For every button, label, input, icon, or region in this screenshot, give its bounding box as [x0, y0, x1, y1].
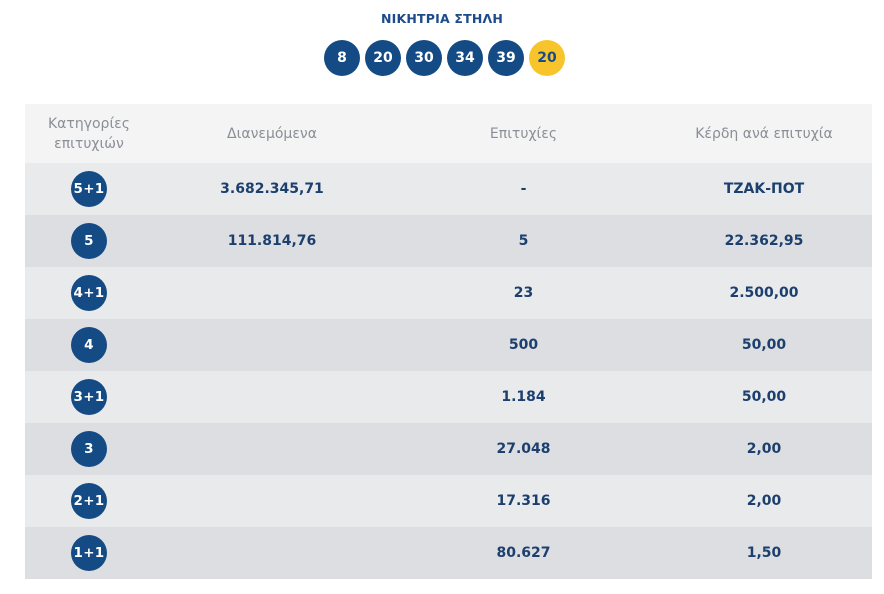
table-row: 4+1 23 2.500,00 — [25, 267, 872, 319]
table-row: 3+1 1.184 50,00 — [25, 371, 872, 423]
number-ball: 34 — [447, 40, 483, 76]
table-row: 3 27.048 2,00 — [25, 423, 872, 475]
table-row: 5 111.814,76 5 22.362,95 — [25, 215, 872, 267]
prize-cell: 50,00 — [741, 389, 787, 405]
table-header: Κατηγορίες επιτυχιών Διανεμόμενα Επιτυχί… — [25, 104, 872, 163]
category-badge: 5+1 — [71, 171, 107, 207]
prize-cell: 2,00 — [746, 441, 782, 457]
header-winners: Επιτυχίες — [489, 125, 558, 142]
winners-cell: 80.627 — [496, 545, 551, 561]
distributed-cell: 3.682.345,71 — [220, 181, 324, 197]
number-ball: 30 — [406, 40, 442, 76]
number-ball: 20 — [365, 40, 401, 76]
table-row: 2+1 17.316 2,00 — [25, 475, 872, 527]
category-badge: 2+1 — [71, 483, 107, 519]
header-category-line2: επιτυχιών — [54, 135, 124, 152]
prize-cell: 1,50 — [746, 545, 782, 561]
prize-cell: 2,00 — [746, 493, 782, 509]
table-row: 4 500 50,00 — [25, 319, 872, 371]
winners-cell: 1.184 — [501, 389, 546, 405]
winners-cell: - — [520, 181, 527, 197]
prize-table: Κατηγορίες επιτυχιών Διανεμόμενα Επιτυχί… — [25, 104, 872, 579]
number-ball: 8 — [324, 40, 360, 76]
joker-ball: 20 — [529, 40, 565, 76]
category-badge: 3 — [71, 431, 107, 467]
number-ball: 39 — [488, 40, 524, 76]
winners-cell: 5 — [518, 233, 529, 249]
category-badge: 4 — [71, 327, 107, 363]
winners-cell: 17.316 — [496, 493, 551, 509]
winning-column-title: ΝΙΚΗΤΡΙΑ ΣΤΗΛΗ — [380, 11, 504, 26]
category-badge: 3+1 — [71, 379, 107, 415]
header-distributed: Διανεμόμενα — [227, 125, 317, 142]
winners-cell: 27.048 — [496, 441, 551, 457]
prize-cell: 50,00 — [741, 337, 787, 353]
header-category: Κατηγορίες επιτυχιών — [25, 114, 153, 154]
distributed-cell: 111.814,76 — [227, 233, 317, 249]
category-badge: 1+1 — [71, 535, 107, 571]
table-row: 5+1 3.682.345,71 - ΤΖΑΚ-ΠΟΤ — [25, 163, 872, 215]
prize-cell: 22.362,95 — [724, 233, 804, 249]
winners-cell: 500 — [508, 337, 539, 353]
header-category-line1: Κατηγορίες — [48, 115, 130, 132]
table-row: 1+1 80.627 1,50 — [25, 527, 872, 579]
category-badge: 4+1 — [71, 275, 107, 311]
winners-cell: 23 — [513, 285, 534, 301]
prize-cell: 2.500,00 — [729, 285, 799, 301]
header-prize: Κέρδη ανά επιτυχία — [695, 125, 833, 142]
category-badge: 5 — [71, 223, 107, 259]
prize-cell: ΤΖΑΚ-ΠΟΤ — [723, 181, 805, 197]
winning-numbers: 8 20 30 34 39 20 — [0, 40, 884, 76]
